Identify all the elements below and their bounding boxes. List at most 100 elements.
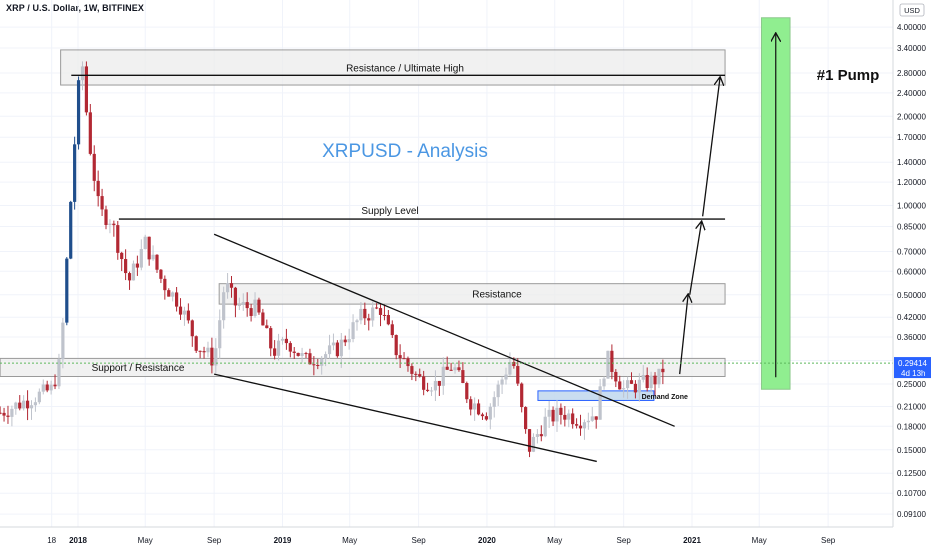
projection-arrow[interactable] [701, 78, 720, 217]
candle-body [143, 236, 147, 250]
price-tick-label: 0.10700 [897, 489, 926, 498]
candle-body [359, 308, 363, 321]
candle-body [178, 306, 183, 315]
candle-body [96, 180, 100, 197]
price-tick-label: 3.40000 [897, 44, 926, 53]
time-tick-label: May [138, 536, 153, 545]
candle-body [484, 416, 488, 420]
candle-body [316, 365, 320, 367]
candle-body [45, 384, 49, 391]
chart-title: XRPUSD - Analysis [322, 141, 488, 162]
candle-body [520, 383, 524, 408]
candle-body [147, 236, 151, 260]
candle-body [225, 283, 230, 293]
candle-body [398, 355, 402, 359]
candle-body [633, 383, 638, 393]
candle-body [194, 336, 198, 351]
candles [0, 61, 665, 458]
candle-body [441, 366, 445, 386]
candle-body [390, 324, 394, 336]
candle-body [127, 273, 132, 281]
candle-body [61, 322, 65, 360]
time-axis[interactable]: 18 2018 May Sep 2019 May Sep 2020 May Sep 2021 May S… [0, 526, 932, 550]
candle-body [320, 358, 324, 366]
label-resistance-ultimate-high: Resistance / Ultimate High [346, 63, 464, 74]
candle-body [57, 359, 61, 387]
candle-body [171, 292, 175, 297]
candle-body [25, 400, 30, 409]
candle-body [378, 308, 383, 315]
candle-body [151, 254, 155, 260]
candle-body [135, 263, 139, 268]
candle-body [218, 320, 222, 349]
candle-body [386, 315, 390, 325]
candle-body [661, 368, 665, 373]
candle-body [657, 368, 661, 385]
candle-body [327, 345, 332, 355]
price-tick-label: 2.00000 [897, 112, 926, 121]
candle-body [429, 390, 434, 392]
projection-arrow[interactable] [689, 222, 702, 295]
candle-body [382, 314, 387, 316]
time-axis-bg [0, 527, 932, 550]
candle-body [437, 380, 441, 386]
time-tick-label: May [547, 536, 562, 545]
candle-body [343, 339, 347, 343]
candle-body [433, 380, 438, 391]
candle-body [261, 312, 265, 326]
label-supply-level: Supply Level [361, 206, 418, 217]
candle-body [445, 366, 449, 370]
candle-body [394, 335, 398, 356]
time-tick-label: 2020 [478, 536, 496, 545]
candle-body [402, 358, 406, 360]
candle-body [0, 412, 2, 414]
zone-demand-zone[interactable] [537, 390, 655, 401]
candle-body [496, 384, 500, 398]
candle-body [555, 407, 559, 422]
price-axis[interactable]: 4.00000 3.40000 2.80000 2.40000 2.00000 1.700… [892, 0, 932, 550]
trendline[interactable] [213, 373, 597, 463]
candle-body [602, 378, 606, 387]
drawings [0, 17, 893, 463]
candle-body [206, 347, 210, 353]
candle-body [629, 380, 634, 384]
currency-badge[interactable] [899, 3, 925, 17]
price-tick-label: 1.00000 [897, 202, 926, 211]
candle-body [284, 338, 289, 344]
candle-body [2, 412, 6, 416]
price-tick-label: 0.25000 [897, 380, 926, 389]
time-tick-label: 2021 [683, 536, 701, 545]
candle-body [504, 374, 508, 380]
candle-body [465, 382, 469, 400]
candle-body [618, 381, 622, 390]
candle-body [469, 399, 473, 410]
candle-body [229, 283, 234, 288]
candle-body [422, 376, 426, 390]
candle-body [355, 320, 359, 323]
candle-body [547, 409, 551, 417]
candle-body [331, 342, 336, 346]
candle-body [84, 66, 89, 113]
candle-body [312, 364, 316, 366]
candle-body [76, 80, 81, 145]
candle-body [304, 353, 308, 355]
candle-body [567, 413, 571, 420]
price-tick-label: 1.70000 [897, 133, 926, 142]
candle-body [18, 402, 22, 409]
candle-body [461, 370, 465, 383]
zone-resistance-ultimate-high[interactable] [60, 49, 726, 86]
candle-body [10, 408, 14, 417]
projection-arrow[interactable] [679, 295, 688, 375]
zones [0, 49, 726, 401]
candle-body [116, 225, 120, 253]
candle-body [527, 429, 532, 452]
label-resistance: Resistance [472, 289, 522, 300]
candle-body [645, 375, 649, 389]
candle-body [14, 402, 18, 409]
candle-body [88, 112, 92, 154]
trendline[interactable] [213, 233, 675, 427]
current-price-value: 0.29414 [898, 359, 927, 368]
candle-body [578, 425, 583, 429]
time-tick-label: May [752, 536, 767, 545]
